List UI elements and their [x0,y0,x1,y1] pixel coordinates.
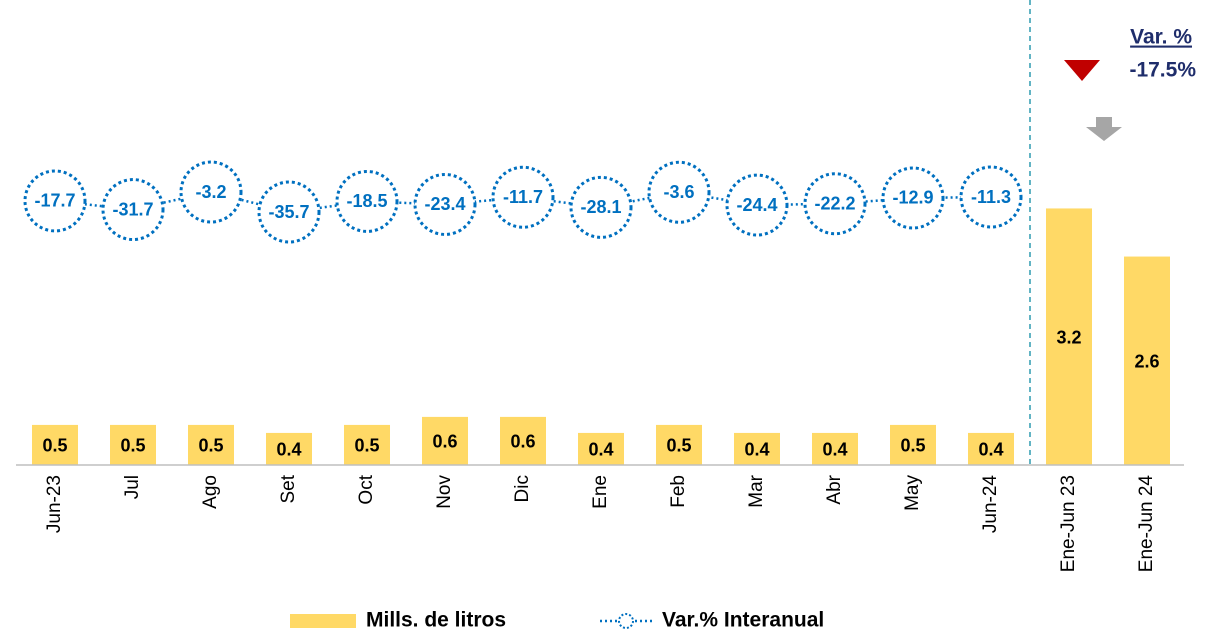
bar-label: 0.5 [42,436,67,456]
bar [656,424,702,465]
marker [413,172,477,236]
marker [335,169,399,233]
bar-label: 0.5 [354,436,379,456]
x-tick-label: Mar [746,474,767,507]
line-label: -18.5 [346,191,387,211]
legend-swatch-bar [290,614,356,628]
marker [725,173,789,237]
bar [266,432,312,465]
x-tick-label: Oct [356,474,377,504]
bar [812,432,858,465]
bar-label: 0.4 [276,440,301,460]
line-label: -28.1 [580,197,621,217]
line-label: -11.7 [503,187,543,207]
bar-label: 2.6 [1134,352,1159,372]
line-label: -31.7 [112,199,153,219]
x-tick-label: Nov [434,475,455,509]
line-label: -3.2 [195,182,226,202]
marker [179,160,243,224]
x-tick-label: Ene-Jun 23 [1058,475,1079,572]
marker [23,169,87,233]
bar [734,432,780,465]
marker [491,165,555,229]
marker [257,180,321,244]
annotation-title: Var. % [1130,26,1192,49]
bar-label: 0.4 [744,440,769,460]
down-arrow [1086,117,1122,141]
legend-swatch-marker [618,613,634,629]
bar-label: 0.4 [588,440,613,460]
x-tick-label: Ago [200,475,221,509]
marker [881,166,945,230]
x-tick-label: Jun-23 [44,475,65,533]
marker [803,172,867,236]
legend-label: Mills. de litros [366,609,506,632]
bar-label: 0.4 [978,440,1003,460]
bar [422,416,468,465]
bar [110,424,156,465]
line-label: -24.4 [736,195,777,215]
line-label: -12.9 [892,188,933,208]
line-label: -3.6 [663,182,694,202]
bar-label: 0.6 [510,432,535,452]
x-tick-label: Abr [824,474,845,504]
bar-label: 0.6 [432,432,457,452]
x-tick-label: May [902,475,923,511]
line-label: -11.3 [971,187,1011,207]
bar [1124,256,1170,465]
marker [101,178,165,242]
bar [1046,208,1092,465]
bar [32,424,78,465]
bar-label: 3.2 [1056,327,1081,347]
x-tick-label: Ene-Jun 24 [1136,475,1157,573]
x-tick-label: Jul [122,475,143,499]
marker [959,165,1023,229]
line-label: -22.2 [814,193,855,213]
bar-label: 0.4 [822,440,847,460]
line-label: -23.4 [424,194,465,214]
x-tick-label: Set [278,474,299,503]
bar [188,424,234,465]
annotation-value: -17.5% [1129,59,1196,82]
x-tick-label: Jun-24 [980,475,1001,534]
bar-label: 0.5 [120,436,145,456]
bar [500,416,546,465]
x-tick-label: Dic [512,475,533,502]
marker [647,160,711,224]
x-tick-label: Feb [668,475,689,508]
bar [578,432,624,465]
bar-label: 0.5 [666,436,691,456]
x-tick-label: Ene [590,475,611,509]
bar-label: 0.5 [900,436,925,456]
line-label: -17.7 [34,191,75,211]
marker [569,175,633,239]
bar [344,424,390,465]
line-label: -35.7 [268,202,309,222]
bar [968,432,1014,465]
marks: 0.5 0.5 0.5 0.4 0.5 0.6 0.6 0.4 0.5 0.4 0.4 0.5 0.4 3… [23,160,1170,573]
bar [890,424,936,465]
bar-label: 0.5 [198,436,223,456]
legend-label: Var.% Interanual [662,609,824,632]
down-triangle [1064,60,1100,81]
